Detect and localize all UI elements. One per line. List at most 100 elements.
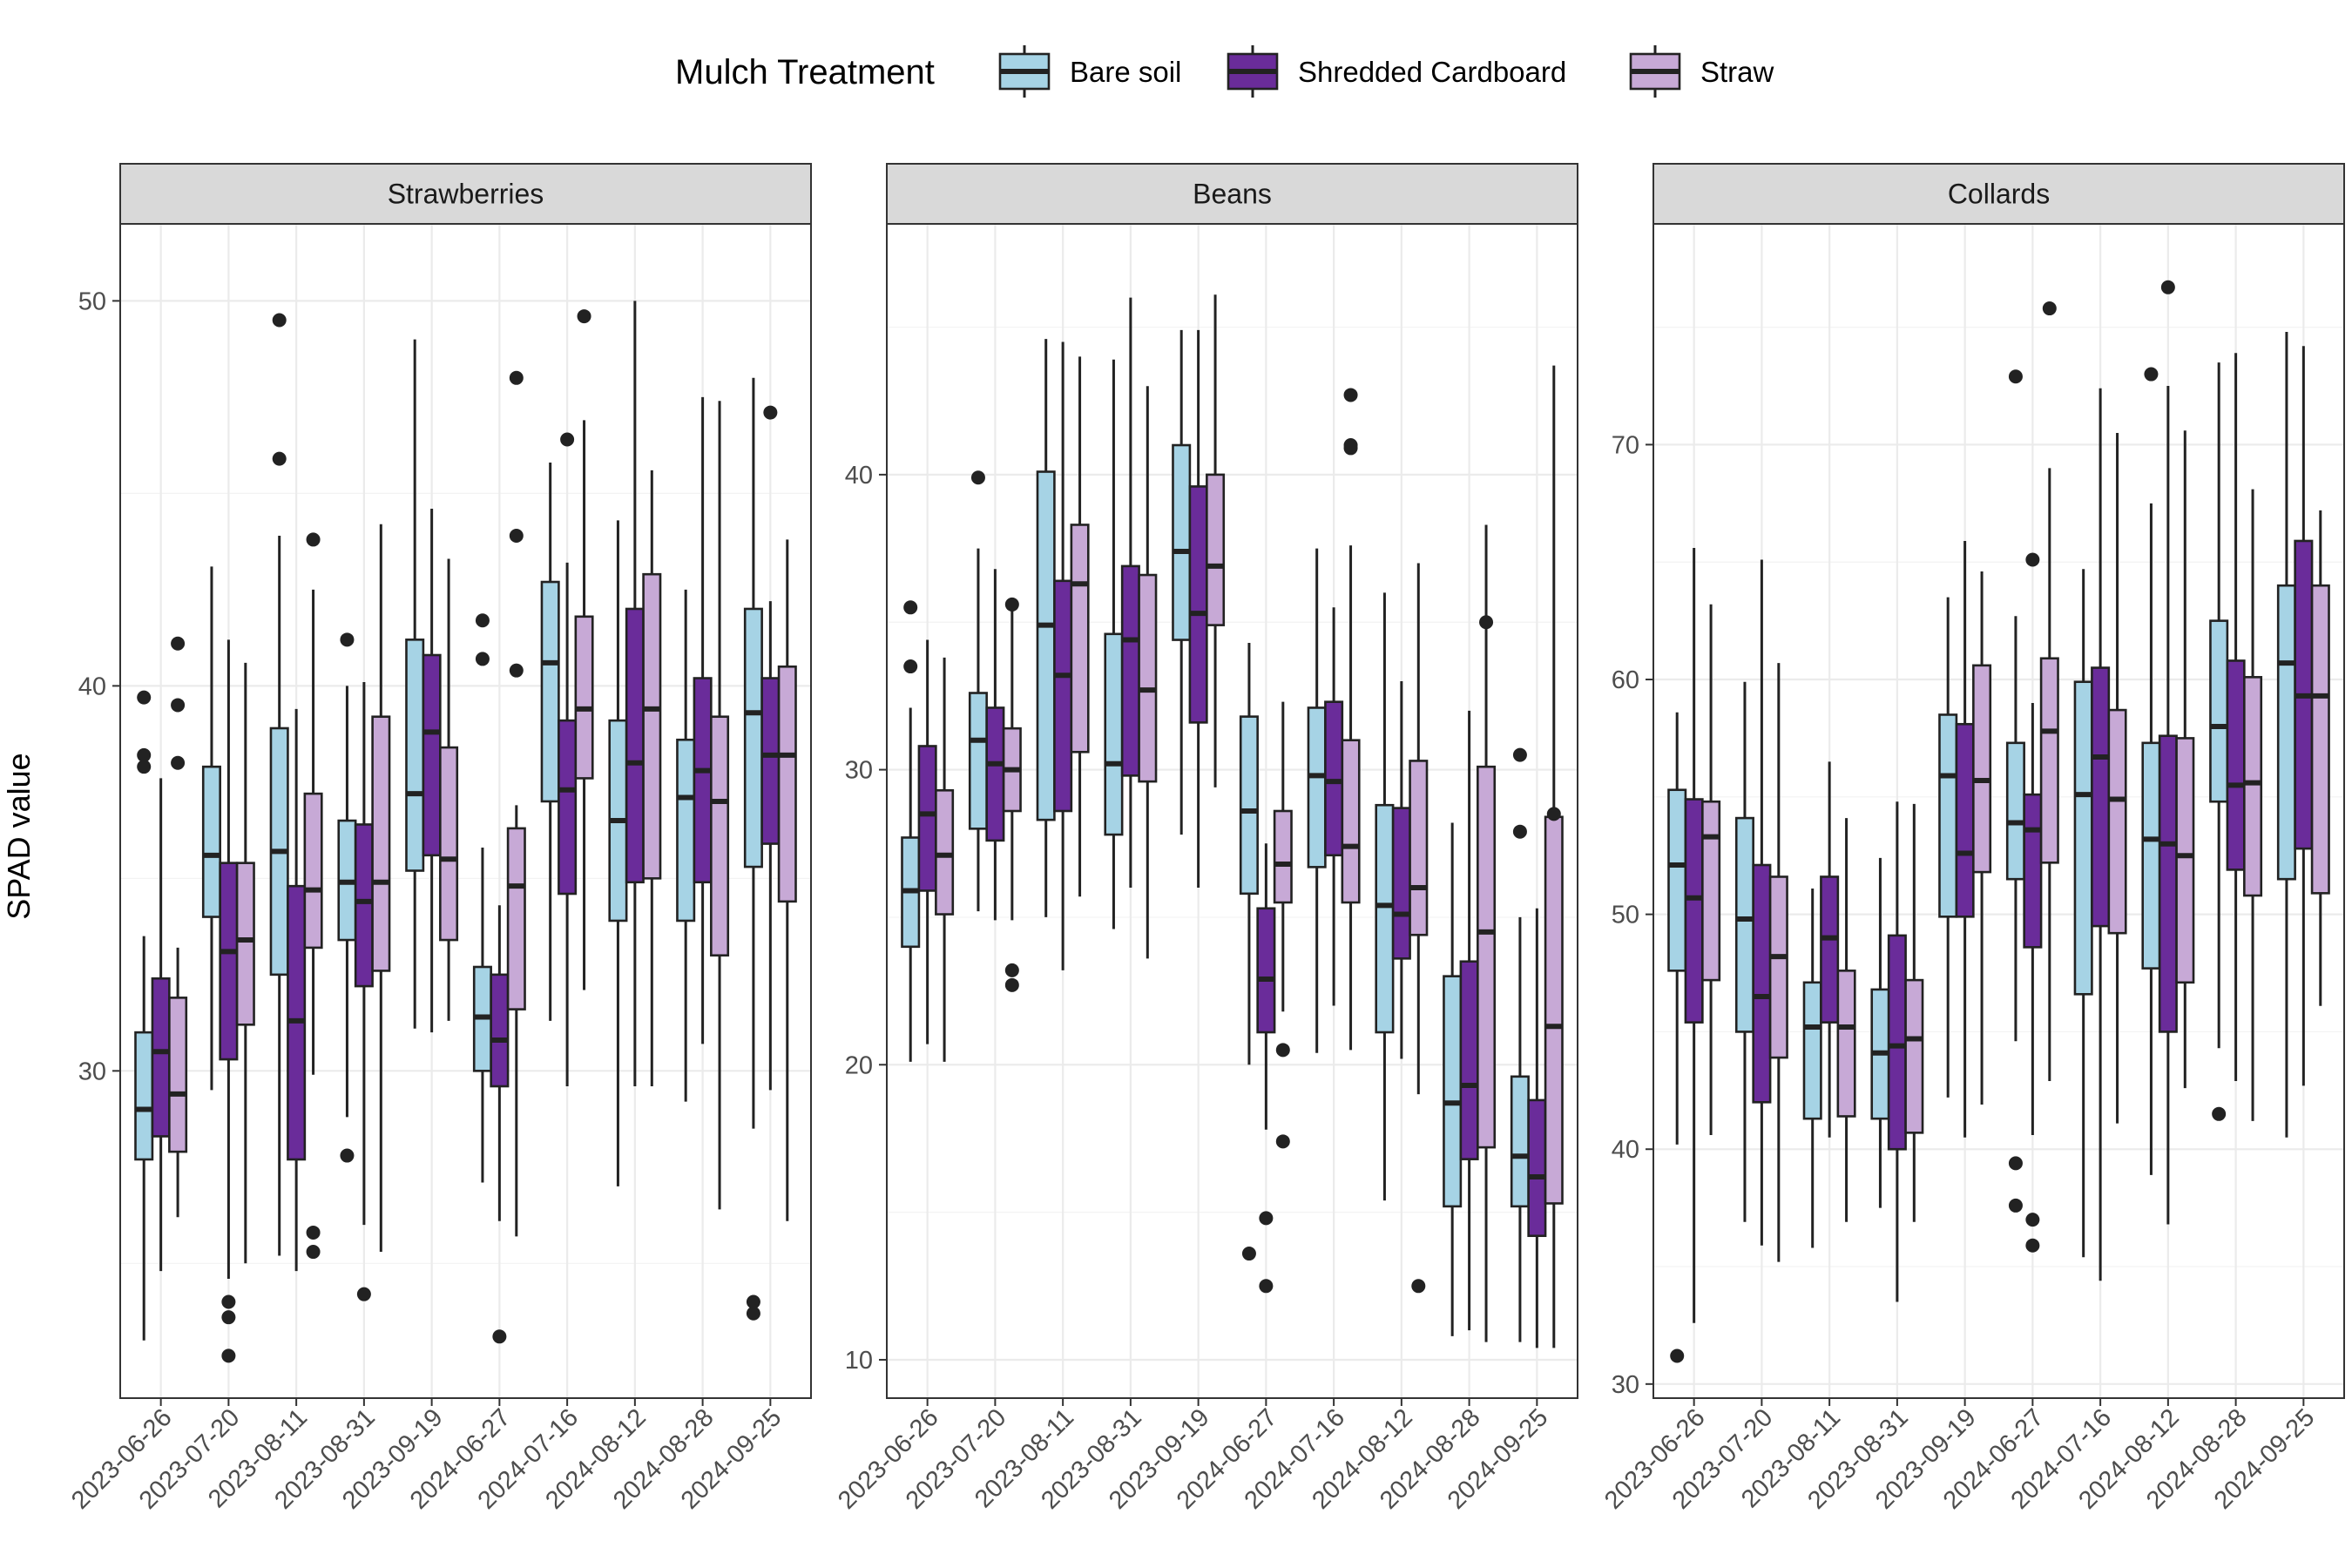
y-axis-title: SPAD value (1, 753, 37, 919)
box-2024-08-12 (642, 470, 662, 1087)
box-2023-08-11 (269, 313, 289, 1256)
box-2024-07-16 (2091, 388, 2111, 1281)
facet-strip-label: Strawberries (388, 179, 544, 210)
iqr-box (625, 607, 645, 884)
box-2024-08-28 (693, 396, 713, 1044)
box-2023-09-19 (1206, 294, 1226, 787)
outlier-point (340, 632, 355, 647)
box-2024-07-16 (1341, 388, 1361, 1051)
iqr-box (968, 692, 988, 830)
box-2023-08-31 (1120, 297, 1140, 889)
outlier-point (221, 1294, 236, 1309)
box-2023-06-26 (917, 639, 937, 1044)
iqr-box (439, 746, 459, 942)
outlier-point (903, 659, 918, 674)
outlier-point (970, 470, 985, 485)
iqr-box (219, 862, 239, 1061)
outlier-point (475, 652, 490, 666)
iqr-box (1053, 579, 1073, 813)
box-2023-08-31 (371, 524, 391, 1253)
outlier-point (137, 747, 152, 762)
outlier-point (1512, 747, 1527, 762)
iqr-box (371, 715, 391, 972)
iqr-box (540, 580, 560, 803)
iqr-box (1955, 722, 1975, 918)
iqr-box (2073, 680, 2093, 996)
facet-strip-label: Beans (1193, 179, 1272, 210)
iqr-box (1938, 713, 1958, 918)
series-straw (168, 309, 797, 1264)
box-2023-09-19 (1955, 540, 1975, 1138)
box-2023-09-19 (1188, 329, 1208, 889)
y-tick-label: 70 (1612, 431, 1639, 459)
iqr-box (303, 792, 323, 950)
iqr-box (1036, 470, 1056, 821)
iqr-box (1239, 715, 1259, 896)
box-2024-09-25 (2310, 510, 2330, 1006)
outlier-point (1241, 1247, 1256, 1261)
iqr-box (1324, 700, 1344, 857)
iqr-box (1104, 632, 1124, 836)
box-2023-07-20 (1734, 681, 1754, 1222)
iqr-box (1972, 664, 1992, 874)
box-2023-09-19 (1172, 329, 1192, 835)
iqr-box (235, 862, 255, 1026)
iqr-box (422, 653, 442, 857)
box-2024-07-16 (558, 432, 578, 1087)
box-2023-09-19 (1972, 571, 1992, 1105)
outlier-point (1479, 615, 1494, 630)
outlier-point (171, 698, 186, 713)
outlier-point (763, 405, 778, 420)
iqr-box (1734, 816, 1754, 1033)
outlier-point (2025, 552, 2040, 567)
facet-strip (886, 163, 1578, 225)
outlier-point (2160, 280, 2175, 294)
y-tick-label: 50 (78, 287, 106, 315)
iqr-box (1544, 815, 1564, 1205)
box-2024-06-27 (490, 905, 510, 1344)
outlier-point (1411, 1279, 1426, 1294)
iqr-box (1391, 807, 1411, 960)
outlier-point (1670, 1348, 1685, 1363)
box-2023-08-31 (1104, 359, 1124, 929)
box-2023-09-19 (405, 339, 425, 1029)
box-2023-08-11 (1053, 341, 1073, 970)
box-2024-06-27 (1239, 642, 1259, 1261)
outlier-point (492, 1329, 507, 1344)
iqr-box (1667, 788, 1687, 972)
outlier-point (1275, 1134, 1290, 1149)
iqr-box (1341, 739, 1361, 904)
outlier-point (2008, 1156, 2023, 1171)
box-2024-07-16 (540, 463, 560, 1021)
iqr-box (1752, 863, 1772, 1104)
legend-title: Mulch Treatment (675, 53, 935, 91)
outlier-point (1259, 1211, 1274, 1226)
outlier-point (2025, 1213, 2040, 1227)
box-2024-07-16 (2107, 432, 2127, 1124)
iqr-box (134, 1031, 154, 1161)
outlier-point (746, 1294, 760, 1309)
iqr-box (2158, 734, 2178, 1033)
iqr-box (1527, 1098, 1547, 1238)
box-2024-08-28 (710, 401, 730, 1210)
y-tick-label: 40 (845, 462, 873, 490)
series-bare-soil (901, 329, 1530, 1342)
outlier-point (509, 370, 524, 385)
box-2023-06-26 (901, 600, 921, 1062)
iqr-box (1070, 524, 1090, 754)
iqr-box (743, 607, 763, 868)
y-tick-label: 20 (845, 1051, 873, 1079)
iqr-box (2005, 741, 2025, 881)
iqr-box (935, 788, 955, 916)
outlier-point (903, 600, 918, 615)
iqr-box (506, 827, 526, 1010)
box-2023-08-31 (1138, 386, 1158, 959)
box-2024-08-12 (608, 520, 628, 1186)
iqr-box (2310, 584, 2330, 895)
iqr-box (2039, 657, 2059, 864)
legend: Mulch Treatment Bare soil Shredded Cardboa… (675, 45, 1774, 98)
y-tick-label: 40 (1612, 1136, 1639, 1164)
outlier-point (221, 1310, 236, 1325)
facet-collards: 3040506070Collards2023-06-262023-07-2020… (1599, 163, 2345, 1515)
